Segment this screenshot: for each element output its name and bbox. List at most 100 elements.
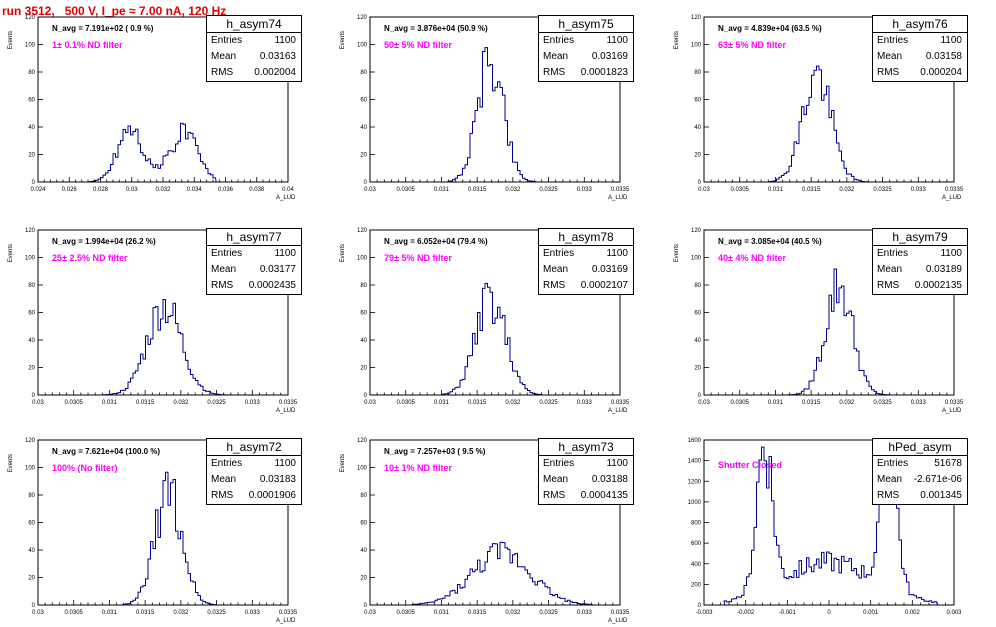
y-tick-label: 100 [357, 466, 368, 472]
x-tick-label: -0.003 [695, 610, 713, 616]
y-axis-label: Events [340, 31, 346, 49]
y-tick-label: 80 [694, 70, 701, 76]
stats-mean-row: Mean -2.671e-06 [873, 472, 967, 488]
y-tick-label: 100 [25, 256, 36, 262]
x-tick-label: 0.0335 [945, 187, 964, 193]
x-tick-label: 0.03 [698, 400, 710, 406]
stats-mean-value: 0.03158 [925, 51, 962, 62]
y-tick-label: 100 [691, 256, 702, 262]
y-axis-label: Events [8, 244, 14, 262]
x-tick-label: 0.034 [187, 187, 203, 193]
y-tick-label: 20 [360, 153, 367, 159]
x-tick-label: 0.038 [249, 187, 265, 193]
x-tick-label: 0.0325 [873, 187, 892, 193]
stats-mean-row: Mean 0.03163 [207, 49, 301, 65]
x-tick-label: 0.032 [839, 400, 855, 406]
stats-rms-row: RMS 0.0001906 [207, 488, 301, 504]
x-tick-label: 0.032 [505, 610, 521, 616]
x-tick-label: 0.0305 [397, 400, 416, 406]
x-tick-label: 0.032 [173, 610, 189, 616]
histogram-svg: -0.003 -0.002 -0.001 0 0.001 0.002 0.003 0 200 40… [688, 438, 963, 616]
filter-label: 10± 1% ND filter [384, 463, 452, 473]
y-tick-label: 40 [28, 125, 35, 131]
stats-rms-row: RMS 0.001345 [873, 488, 967, 504]
stats-box: h_asym79 Entries 1100 Mean 0.03189 RMS 0.00021… [872, 228, 968, 295]
y-tick-label: 60 [694, 311, 701, 317]
histogram-line [121, 471, 217, 606]
y-tick-label: 120 [25, 228, 36, 234]
histogram-name: h_asym78 [539, 229, 633, 246]
navg-label: N_avg = 4.839e+04 (63.5 %) [718, 24, 822, 33]
stats-entries-row: Entries 51678 [873, 456, 967, 472]
stats-mean-label: Mean [211, 474, 237, 485]
stats-rms-value: 0.0004135 [580, 490, 628, 501]
y-tick-label: 20 [360, 366, 367, 372]
x-tick-label: 0.03 [364, 610, 376, 616]
y-tick-label: 20 [694, 366, 701, 372]
x-tick-label: 0.0305 [731, 400, 750, 406]
y-tick-label: 60 [360, 98, 367, 104]
x-tick-label: 0.0305 [731, 187, 750, 193]
y-axis-label: Events [340, 454, 346, 472]
histogram-svg: 0.03 0.0305 0.031 0.0315 0.032 0.0325 0.033 0.0… [674, 15, 964, 201]
stats-rms-row: RMS 0.0001823 [539, 65, 633, 81]
y-tick-label: 0 [698, 603, 702, 609]
stats-entries-label: Entries [211, 35, 243, 46]
histogram-svg: 0.024 0.026 0.028 0.03 0.032 0.034 0.036 0.038 0… [8, 15, 296, 201]
histogram-line [775, 268, 890, 396]
navg-label: N_avg = 3.876e+04 (50.9 %) [384, 24, 488, 33]
x-tick-label: 0.033 [911, 400, 927, 406]
x-tick-label: 0.0305 [397, 610, 416, 616]
x-tick-label: 0.0315 [136, 400, 155, 406]
stats-entries-value: 1100 [606, 35, 628, 46]
stats-entries-row: Entries 1100 [207, 456, 301, 472]
y-tick-label: 120 [691, 15, 702, 21]
y-tick-label: 1600 [688, 438, 702, 444]
stats-rms-value: 0.0002107 [580, 280, 628, 291]
histogram-name: h_asym79 [873, 229, 967, 246]
x-tick-label: 0.032 [839, 187, 855, 193]
stats-rms-row: RMS 0.0002135 [873, 278, 967, 294]
x-axis-label: A_LUD [608, 618, 628, 624]
stats-entries-label: Entries [211, 458, 243, 469]
histogram-svg: 0.03 0.0305 0.031 0.0315 0.032 0.0325 0.033 0.0… [674, 228, 964, 414]
y-tick-label: 0 [364, 180, 368, 186]
x-tick-label: 0.0325 [539, 400, 558, 406]
x-axis-label: A_LUD [276, 618, 296, 624]
stats-entries-row: Entries 1100 [873, 33, 967, 49]
stats-mean-row: Mean 0.03183 [207, 472, 301, 488]
x-tick-label: 0.03 [126, 187, 138, 193]
histogram-line [441, 282, 543, 396]
plot-h_asym78: 0.03 0.0305 0.031 0.0315 0.032 0.0325 0.033 0.0… [336, 228, 634, 417]
stats-mean-value: 0.03189 [925, 264, 962, 275]
y-tick-label: 0 [32, 180, 36, 186]
x-axis-label: A_LUD [942, 408, 962, 414]
stats-box: h_asym75 Entries 1100 Mean 0.03169 RMS 0.00018… [538, 15, 634, 82]
y-tick-label: 400 [691, 562, 702, 568]
x-tick-label: 0.033 [577, 187, 593, 193]
y-tick-label: 0 [698, 180, 702, 186]
x-tick-label: 0.031 [768, 400, 784, 406]
stats-entries-row: Entries 1100 [539, 246, 633, 262]
y-axis-label: Events [8, 454, 14, 472]
x-tick-label: 0.026 [62, 187, 78, 193]
y-tick-label: 120 [357, 15, 368, 21]
x-tick-label: 0.03 [364, 187, 376, 193]
x-tick-label: 0.0305 [65, 610, 84, 616]
y-tick-label: 40 [360, 338, 367, 344]
stats-mean-label: Mean [543, 264, 569, 275]
stats-rms-value: 0.0001823 [580, 67, 628, 78]
histogram-line [102, 299, 231, 396]
stats-entries-label: Entries [211, 248, 243, 259]
stats-rms-value: 0.0002435 [248, 280, 296, 291]
stats-rms-value: 0.002004 [254, 67, 296, 78]
stats-rms-row: RMS 0.000204 [873, 65, 967, 81]
y-tick-label: 120 [357, 438, 368, 444]
x-axis-label: A_LUD [608, 408, 628, 414]
y-tick-label: 0 [364, 393, 368, 399]
histogram-line [447, 47, 537, 183]
stats-rms-row: RMS 0.0002107 [539, 278, 633, 294]
stats-entries-row: Entries 1100 [207, 33, 301, 49]
y-tick-label: 200 [691, 582, 702, 588]
